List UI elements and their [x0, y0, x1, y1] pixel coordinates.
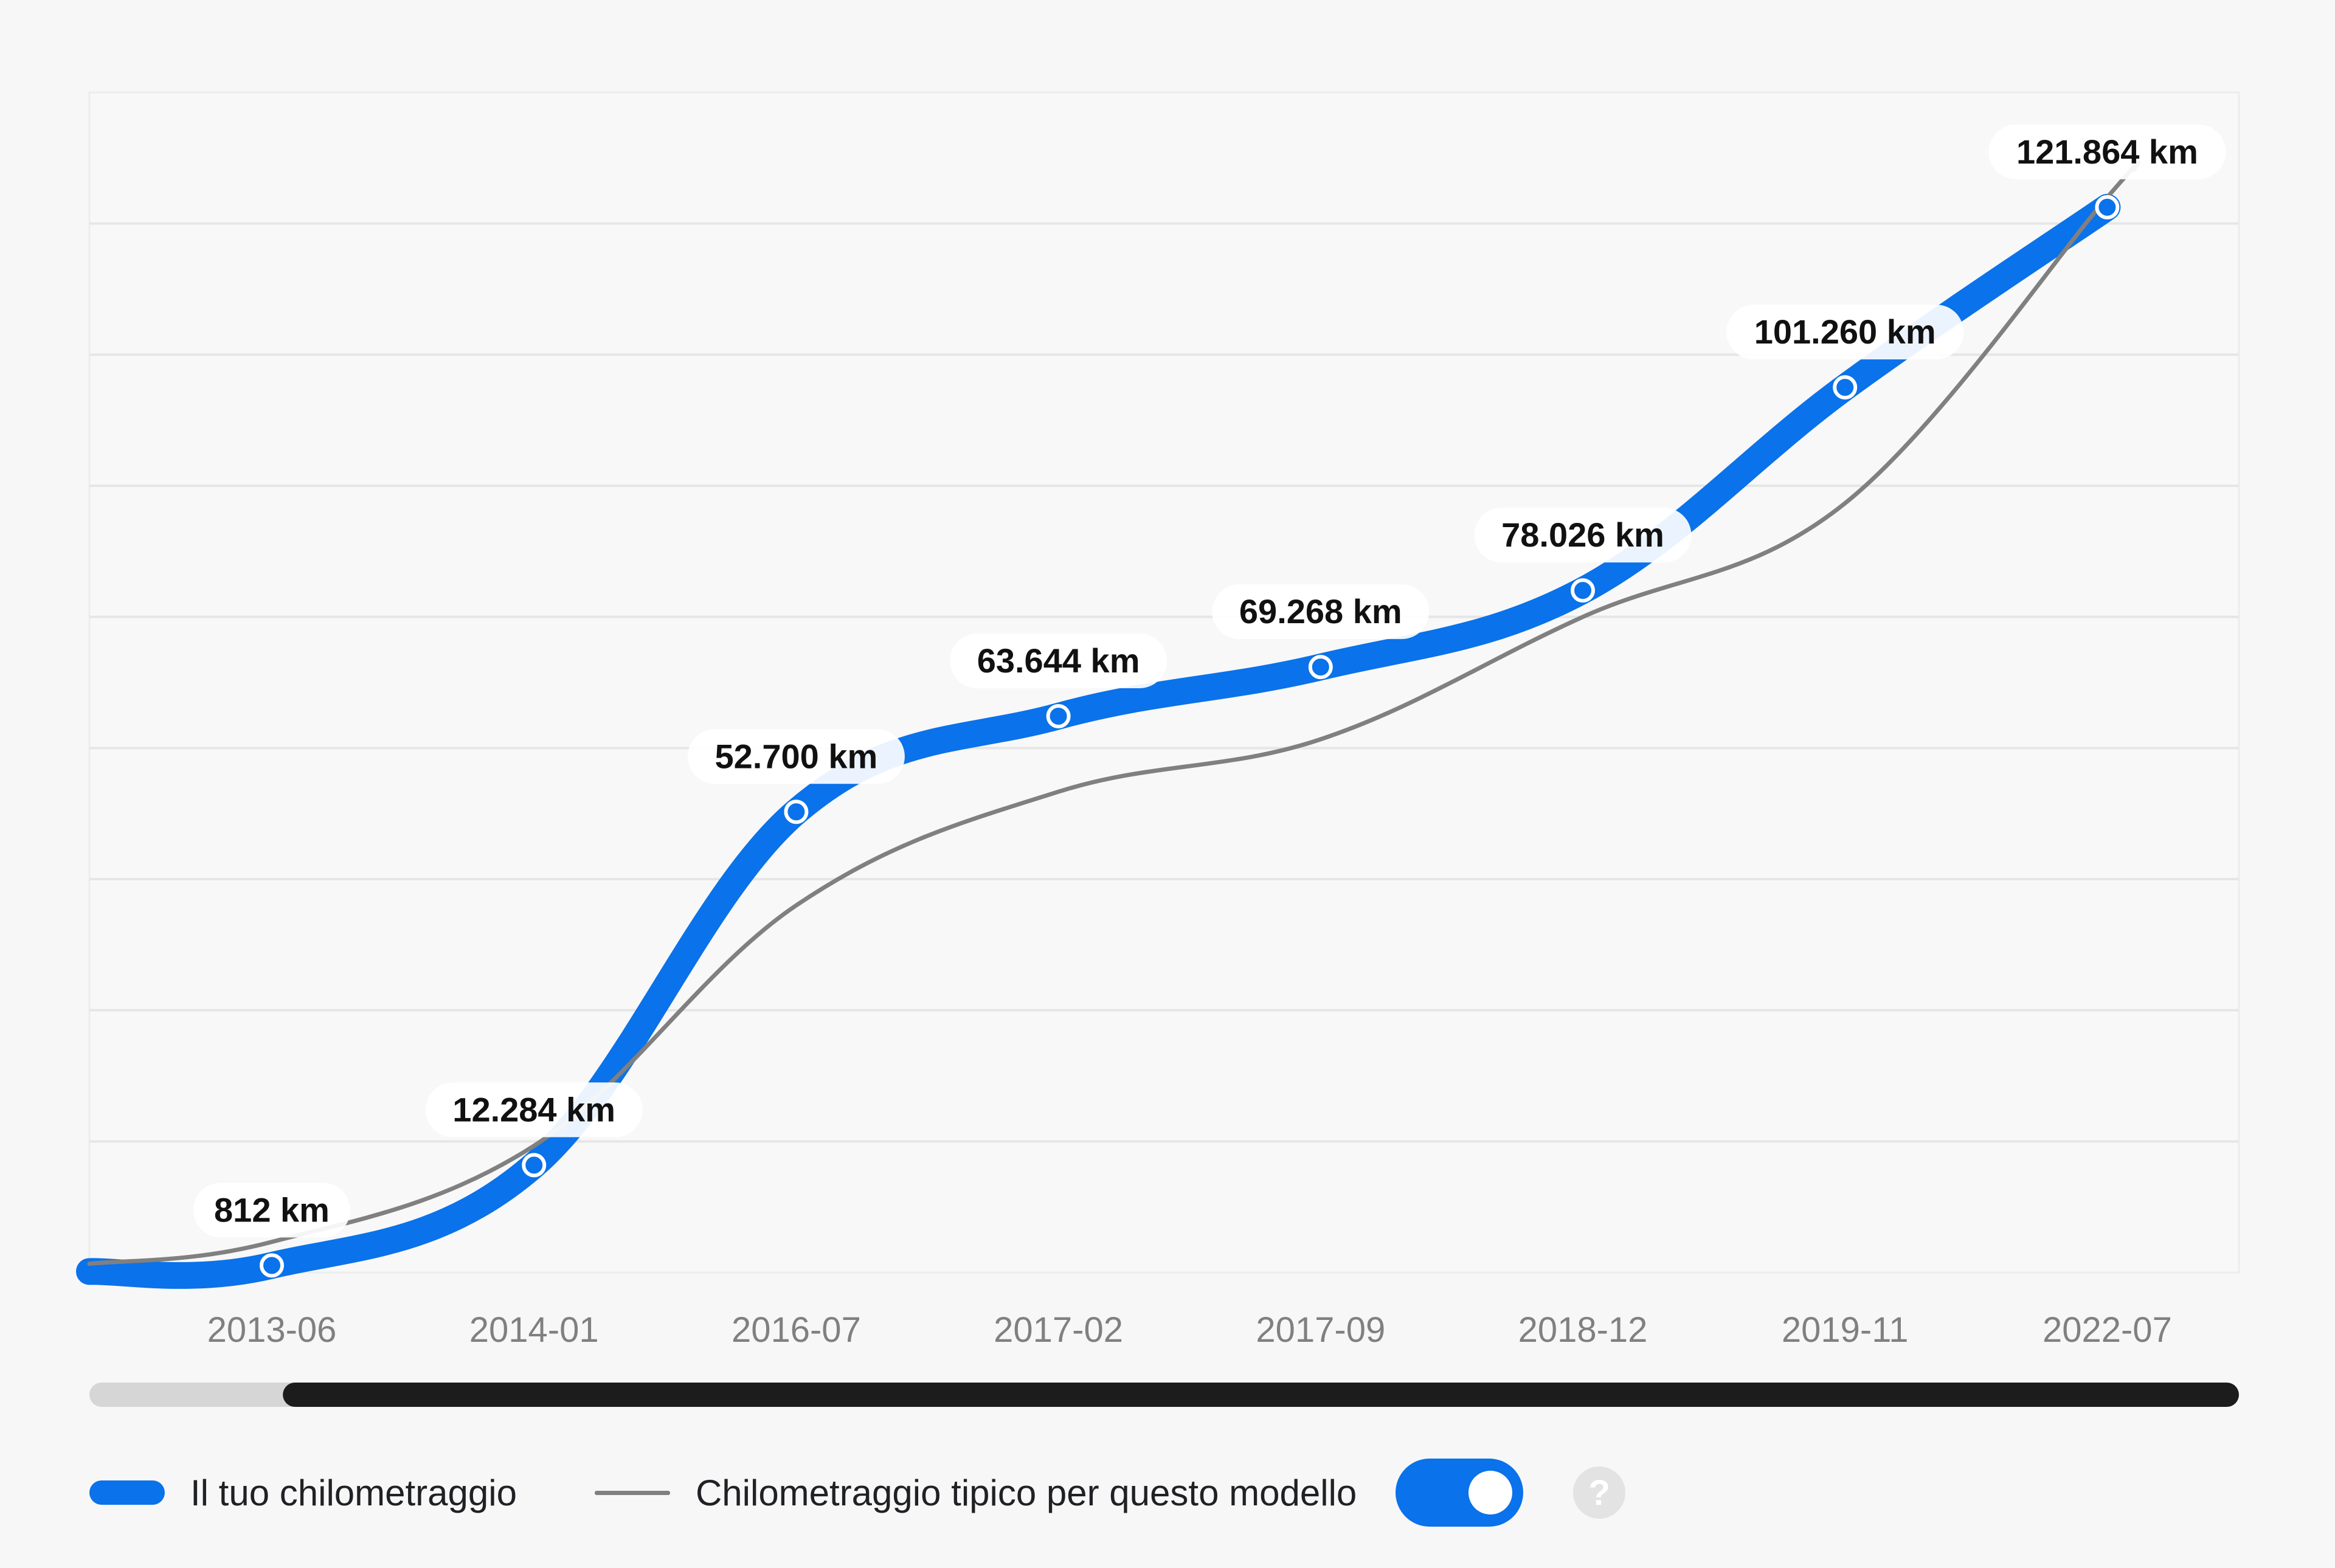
x-tick-label: 2013-06	[207, 1310, 337, 1350]
data-label-bg	[1212, 584, 1430, 640]
data-label-bg	[193, 1183, 350, 1238]
legend-label-your-mileage: Il tuo chilometraggio	[190, 1472, 517, 1513]
data-label: 12.284 km	[452, 1090, 615, 1128]
x-tick-label: 2018-12	[1518, 1310, 1648, 1350]
data-label: 101.260 km	[1754, 313, 1936, 351]
data-point-marker	[1833, 375, 1858, 400]
data-label-bg	[950, 633, 1168, 688]
legend-swatch-typical-mileage	[594, 1490, 670, 1495]
help-icon[interactable]: ?	[1573, 1466, 1626, 1519]
x-tick-label: 2016-07	[732, 1310, 861, 1350]
series-typical-mileage-line	[87, 160, 2141, 1266]
legend-label-typical-mileage: Chilometraggio tipico per questo modello	[695, 1472, 1357, 1513]
data-point-marker	[260, 1253, 284, 1278]
data-label-bg	[425, 1082, 643, 1138]
legend: Il tuo chilometraggio Chilometraggio tip…	[89, 1459, 1626, 1527]
toggle-knob	[1468, 1471, 1513, 1514]
x-tick-label: 2017-02	[994, 1310, 1123, 1350]
data-label: 78.026 km	[1501, 516, 1664, 554]
x-tick-label: 2022-07	[2043, 1310, 2172, 1350]
data-label: 52.700 km	[715, 737, 878, 775]
data-point-marker	[1571, 578, 1595, 603]
data-point-marker	[1308, 655, 1333, 680]
data-label-bg	[1988, 124, 2226, 179]
data-label-bg	[1726, 305, 1964, 360]
data-label: 69.268 km	[1239, 592, 1402, 630]
typical-mileage-toggle[interactable]	[1396, 1459, 1524, 1527]
data-label: 812 km	[214, 1190, 330, 1229]
scrollbar-thumb[interactable]	[283, 1383, 2240, 1407]
x-tick-label: 2019-11	[1782, 1310, 1909, 1350]
data-point-marker	[522, 1153, 547, 1178]
data-label: 63.644 km	[977, 641, 1140, 680]
legend-swatch-your-mileage	[89, 1480, 165, 1505]
data-label-bg	[687, 729, 905, 784]
data-label: 121.864 km	[2016, 133, 2198, 171]
data-point-marker	[1046, 703, 1071, 728]
data-point-marker	[784, 800, 809, 824]
x-tick-label: 2014-01	[469, 1310, 599, 1350]
data-point-marker	[2095, 195, 2120, 219]
data-label-bg	[1474, 508, 1692, 563]
x-tick-label: 2017-09	[1256, 1310, 1385, 1350]
